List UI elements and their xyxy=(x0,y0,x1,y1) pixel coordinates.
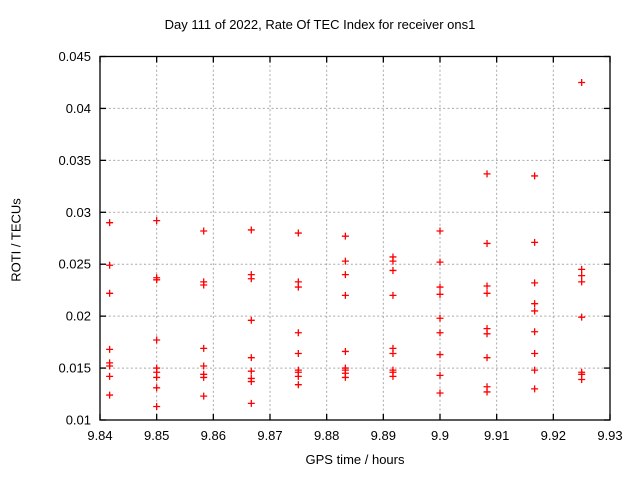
x-tick-label: 9.93 xyxy=(597,428,622,443)
data-point-marker xyxy=(436,314,444,322)
data-point-marker xyxy=(578,375,586,383)
data-point-marker xyxy=(153,402,161,410)
data-point-marker xyxy=(389,291,397,299)
data-point-marker xyxy=(389,266,397,274)
data-point-marker xyxy=(389,350,397,358)
data-point-marker xyxy=(294,229,302,237)
data-point-marker xyxy=(153,276,161,284)
data-point-marker xyxy=(531,172,539,180)
data-point-marker xyxy=(436,351,444,359)
y-tick-label: 0.015 xyxy=(58,361,91,376)
data-point-marker xyxy=(389,257,397,265)
data-point-marker xyxy=(436,227,444,235)
data-point-marker xyxy=(436,283,444,291)
data-point-marker xyxy=(106,372,114,380)
x-tick-label: 9.87 xyxy=(257,428,282,443)
data-point-marker xyxy=(294,283,302,291)
x-tick-label: 9.91 xyxy=(484,428,509,443)
y-tick-label: 0.03 xyxy=(66,205,91,220)
data-point-marker xyxy=(153,217,161,225)
data-point-marker xyxy=(531,366,539,374)
data-point-marker xyxy=(200,392,208,400)
data-point-marker xyxy=(200,227,208,235)
data-point-marker xyxy=(106,261,114,269)
data-point-marker xyxy=(341,291,349,299)
data-point-marker xyxy=(389,372,397,380)
x-tick-label: 9.92 xyxy=(541,428,566,443)
data-point-marker xyxy=(531,385,539,393)
data-point-marker xyxy=(531,350,539,358)
data-point-marker xyxy=(483,282,491,290)
data-point-marker xyxy=(153,336,161,344)
data-point-marker xyxy=(106,362,114,370)
x-axis-title: GPS time / hours xyxy=(305,452,405,467)
data-point-marker xyxy=(531,279,539,287)
x-tick-label: 9.85 xyxy=(144,428,169,443)
data-point-marker xyxy=(247,316,255,324)
x-tick-label: 9.86 xyxy=(201,428,226,443)
data-point-marker xyxy=(578,78,586,86)
data-point-marker xyxy=(578,272,586,280)
data-point-marker xyxy=(436,389,444,397)
data-point-marker xyxy=(153,384,161,392)
data-point-marker xyxy=(247,226,255,234)
x-tick-label: 9.88 xyxy=(314,428,339,443)
y-tick-label: 0.035 xyxy=(58,153,91,168)
x-tick-label: 9.9 xyxy=(431,428,449,443)
data-point-marker xyxy=(436,290,444,298)
data-point-marker xyxy=(578,278,586,286)
data-point-marker xyxy=(200,344,208,352)
data-point-marker xyxy=(578,313,586,321)
data-point-marker xyxy=(200,373,208,381)
data-point-marker xyxy=(294,372,302,380)
data-point-marker xyxy=(531,328,539,336)
data-point-marker xyxy=(483,354,491,362)
data-point-marker xyxy=(200,281,208,289)
data-point-marker xyxy=(247,354,255,362)
data-point-marker xyxy=(294,381,302,389)
data-point-marker xyxy=(247,378,255,386)
data-point-marker xyxy=(200,362,208,370)
data-point-marker xyxy=(106,345,114,353)
data-point-marker xyxy=(341,257,349,265)
data-point-marker xyxy=(294,329,302,337)
plot-border xyxy=(99,55,611,421)
data-point-marker xyxy=(483,289,491,297)
data-point-marker xyxy=(483,170,491,178)
y-tick-label: 0.02 xyxy=(66,309,91,324)
y-axis-title-text: ROTI / TECUs xyxy=(8,198,24,282)
y-tick-label: 0.025 xyxy=(58,257,91,272)
y-tick-label: 0.045 xyxy=(58,49,91,64)
data-point-marker xyxy=(436,329,444,337)
y-tick-label: 0.01 xyxy=(66,413,91,428)
data-point-marker xyxy=(436,371,444,379)
chart-title: Day 111 of 2022, Rate Of TEC Index for r… xyxy=(164,17,476,32)
data-point-marker xyxy=(106,289,114,297)
data-point-marker xyxy=(483,330,491,338)
data-point-marker xyxy=(247,399,255,407)
x-tick-label: 9.84 xyxy=(87,428,112,443)
data-point-marker xyxy=(531,300,539,308)
data-point-marker xyxy=(531,307,539,315)
data-point-marker xyxy=(341,373,349,381)
data-point-marker xyxy=(106,219,114,227)
data-point-marker xyxy=(483,388,491,396)
data-point-marker xyxy=(341,232,349,240)
data-point-marker xyxy=(578,265,586,273)
data-point-marker xyxy=(294,350,302,358)
data-point-marker xyxy=(247,275,255,283)
y-tick-label: 0.04 xyxy=(66,101,91,116)
x-tick-label: 9.89 xyxy=(371,428,396,443)
data-point-marker xyxy=(531,238,539,246)
data-point-marker xyxy=(247,367,255,375)
data-point-marker xyxy=(436,258,444,266)
data-point-marker xyxy=(483,239,491,247)
data-point-marker xyxy=(106,391,114,399)
data-point-marker xyxy=(341,347,349,355)
data-point-marker xyxy=(341,271,349,279)
data-point-marker xyxy=(153,373,161,381)
